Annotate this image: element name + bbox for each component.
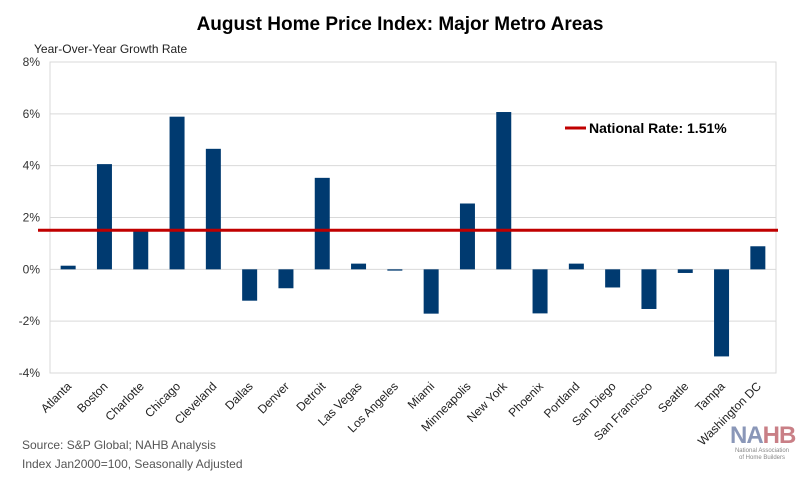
source-note: Source: S&P Global; NAHB Analysis — [22, 438, 216, 452]
bar-boston — [96, 164, 112, 270]
y-tick-label: 4% — [23, 159, 41, 173]
index-note: Index Jan2000=100, Seasonally Adjusted — [22, 457, 243, 471]
x-tick-label: New York — [464, 379, 510, 425]
x-tick-label: Atlanta — [38, 379, 75, 416]
bar-las-vegas — [351, 263, 367, 270]
y-tick-label: 8% — [23, 55, 41, 69]
x-tick-label: Denver — [255, 379, 292, 416]
bar-minneapolis — [459, 203, 475, 270]
x-tick-label: Seattle — [655, 379, 692, 416]
y-tick-label: 2% — [23, 211, 41, 225]
y-tick-label: -4% — [19, 366, 41, 380]
bar-san-diego — [605, 269, 621, 288]
bar-chicago — [169, 116, 185, 270]
bar-washington-dc — [750, 246, 766, 270]
bar-los-angeles — [387, 269, 403, 271]
nahb-logo: NAHB National Association of Home Builder… — [730, 422, 796, 462]
bar-cleveland — [205, 148, 221, 270]
x-tick-label: Miami — [405, 379, 438, 412]
y-tick-label: -2% — [19, 314, 41, 328]
bar-detroit — [314, 177, 330, 270]
y-axis-label: Year-Over-Year Growth Rate — [34, 42, 188, 56]
bar-denver — [278, 269, 294, 289]
x-tick-label: Charlotte — [103, 379, 148, 424]
bar-charlotte — [133, 229, 149, 270]
bar-miami — [423, 269, 439, 314]
bar-portland — [568, 263, 584, 270]
bar-atlanta — [60, 265, 76, 270]
bar-phoenix — [532, 269, 548, 314]
x-tick-label: Detroit — [293, 379, 328, 414]
legend-label: National Rate: 1.51% — [589, 120, 727, 136]
chart-title: August Home Price Index: Major Metro Are… — [196, 14, 604, 35]
bar-san-francisco — [641, 269, 657, 309]
x-tick-label: Phoenix — [506, 379, 547, 420]
bar-tampa — [714, 269, 730, 357]
y-tick-label: 0% — [23, 262, 41, 276]
x-tick-label: Tampa — [692, 379, 728, 415]
bar-seattle — [677, 269, 693, 273]
y-tick-label: 6% — [23, 107, 41, 121]
bar-new-york — [496, 112, 512, 270]
x-tick-label: Dallas — [222, 379, 255, 412]
bar-dallas — [242, 269, 258, 301]
